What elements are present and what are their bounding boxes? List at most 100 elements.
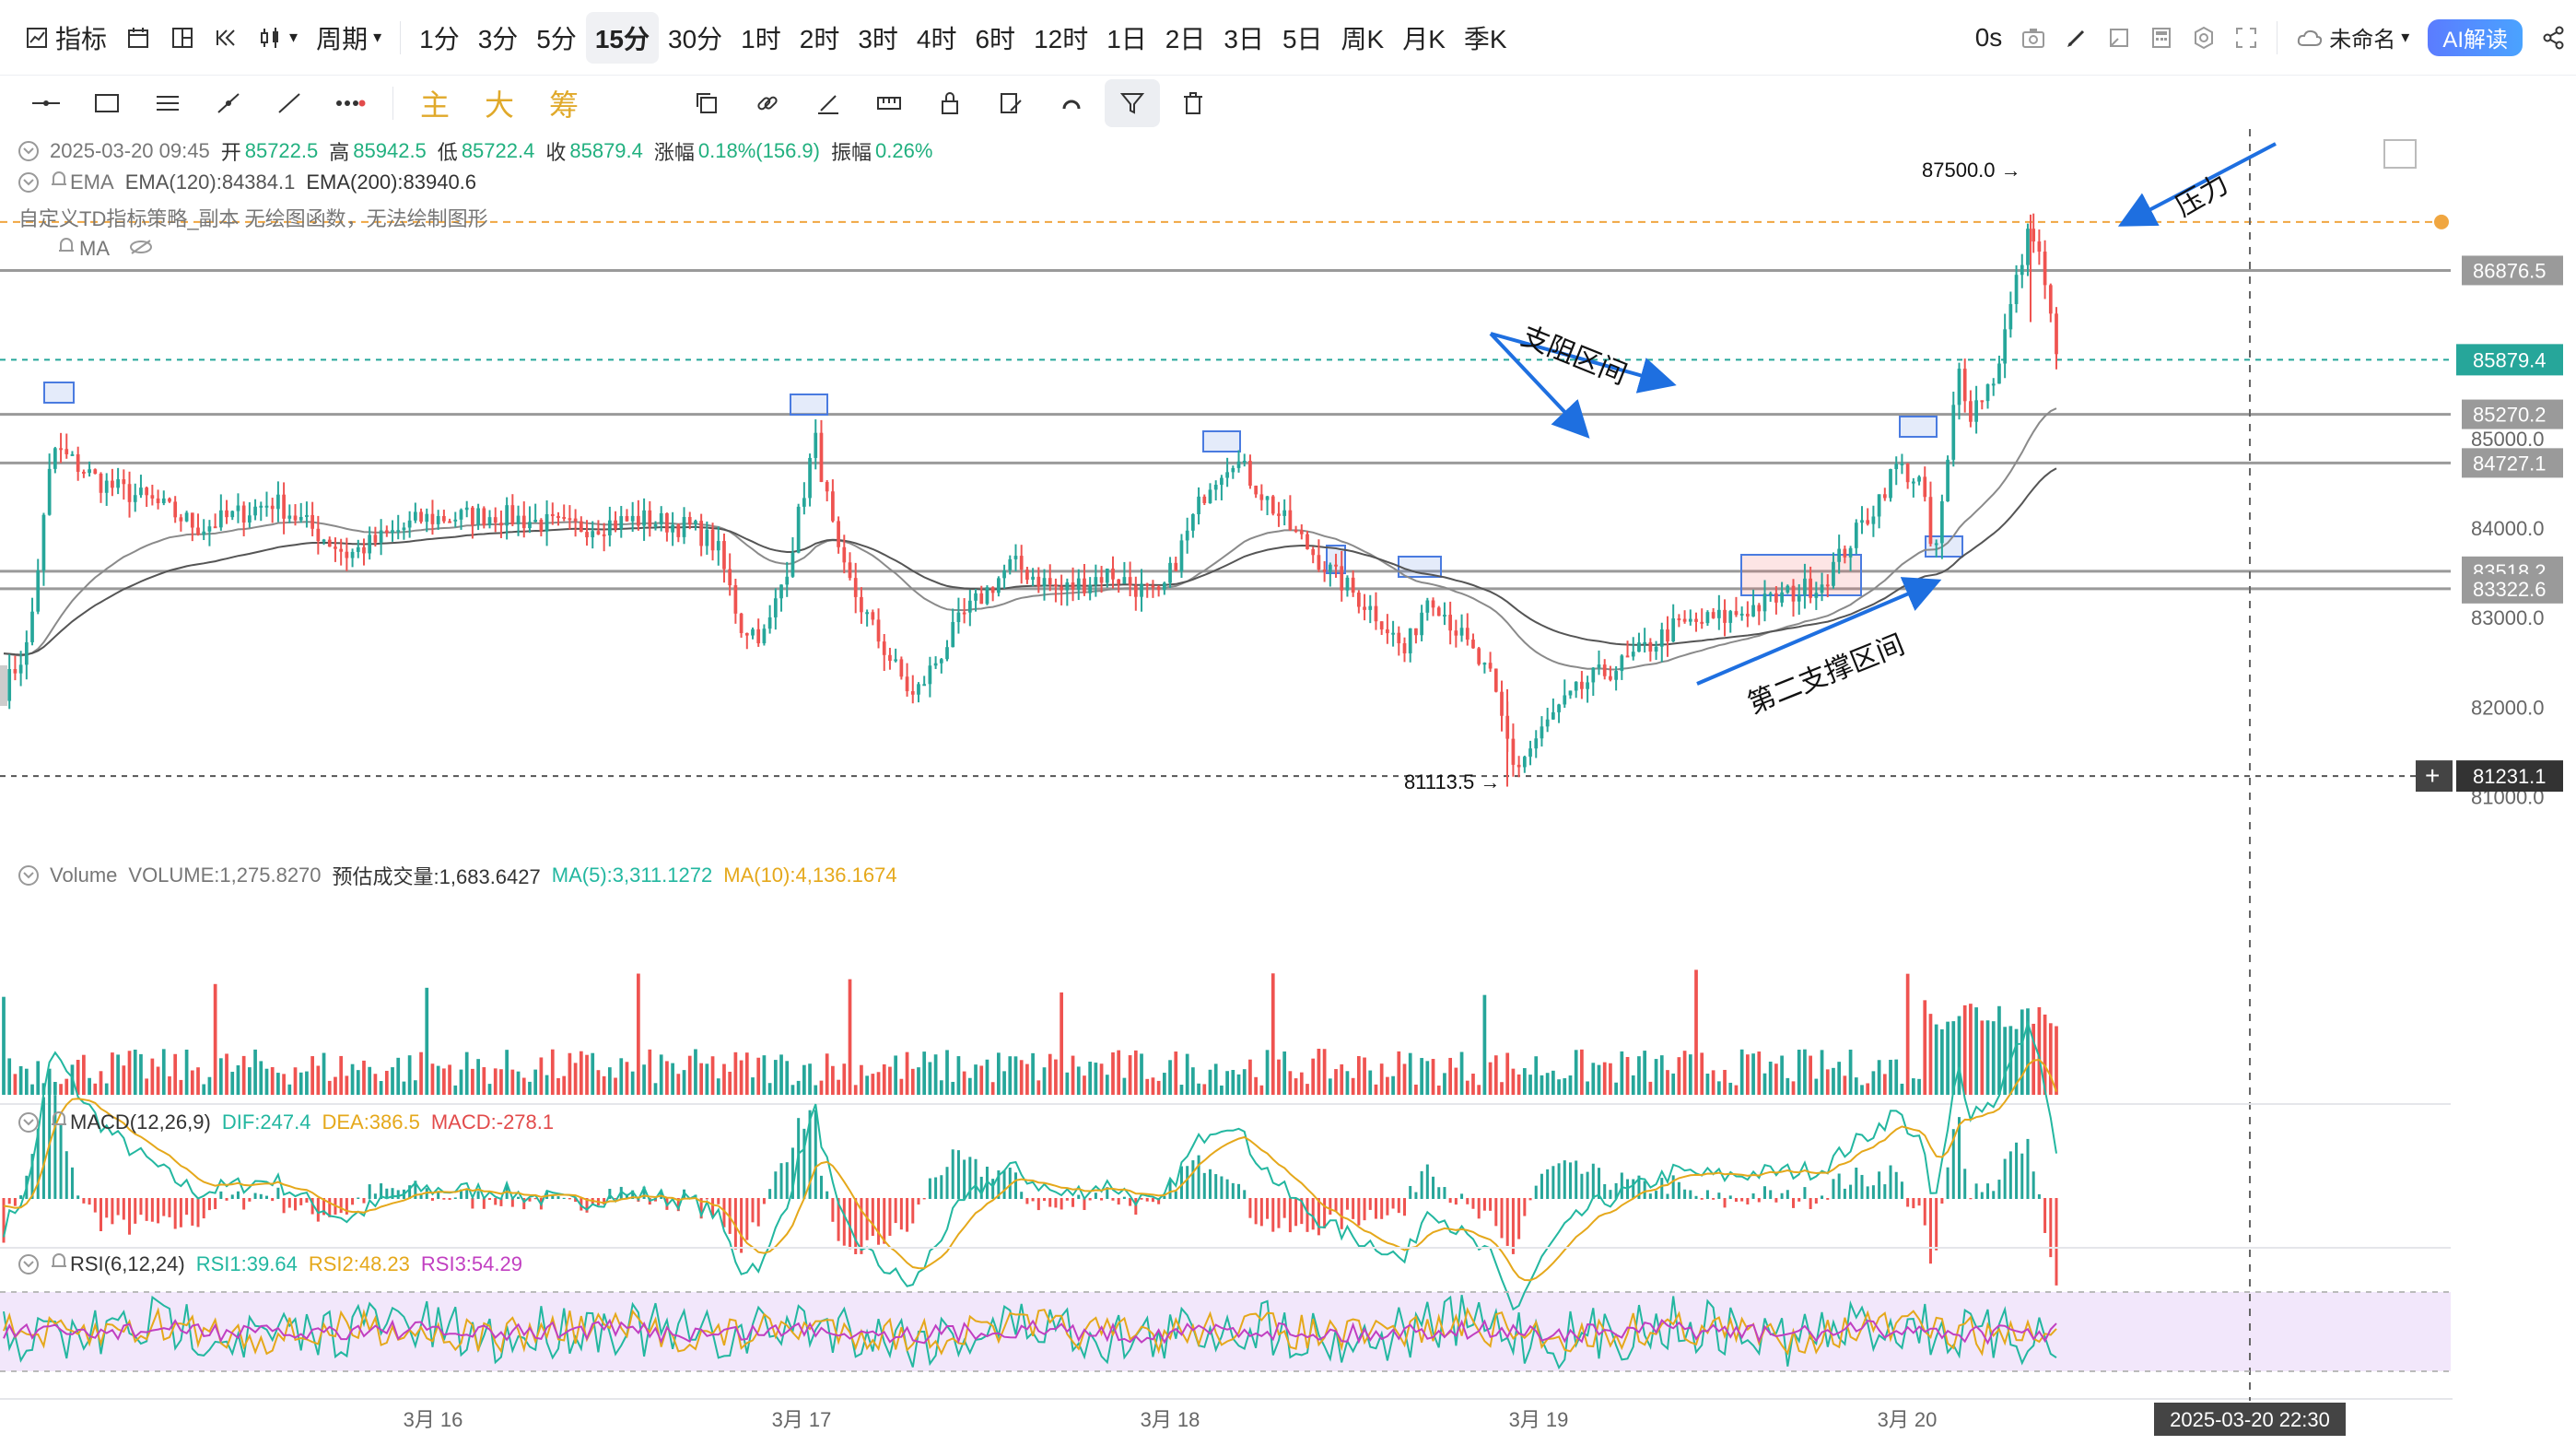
candle-body bbox=[1042, 578, 1047, 587]
interval-3m[interactable]: 3分 bbox=[477, 24, 519, 53]
interval-2d[interactable]: 2日 bbox=[1165, 24, 1206, 53]
interval-month[interactable]: 月K bbox=[1402, 24, 1446, 53]
marker-box-1[interactable] bbox=[790, 394, 828, 416]
support-arrow[interactable] bbox=[1696, 577, 1942, 686]
layout-icon[interactable] bbox=[160, 12, 205, 64]
collapse-icon[interactable] bbox=[18, 865, 39, 886]
alert-dot-icon[interactable] bbox=[2434, 214, 2449, 229]
magnet-icon[interactable] bbox=[1044, 79, 1099, 127]
interval-1m[interactable]: 1分 bbox=[419, 24, 460, 53]
macd-histogram-bar bbox=[1083, 1198, 1086, 1211]
bell-icon[interactable] bbox=[50, 170, 68, 195]
calendar-icon[interactable] bbox=[116, 12, 160, 64]
zone-boxes[interactable] bbox=[43, 382, 1963, 596]
candle-body bbox=[2020, 264, 2024, 276]
frame-icon[interactable] bbox=[2098, 12, 2140, 64]
volume-bar bbox=[1259, 1085, 1264, 1095]
replay-icon[interactable] bbox=[205, 12, 249, 64]
candle-body bbox=[808, 457, 812, 499]
hidden-eye-icon[interactable] bbox=[128, 237, 154, 261]
interval-3d[interactable]: 3日 bbox=[1224, 24, 1264, 53]
candle-body bbox=[47, 468, 52, 515]
parallel-lines-icon[interactable] bbox=[140, 79, 195, 127]
volume-bar bbox=[419, 1051, 423, 1095]
resistance-arrow-down[interactable] bbox=[1489, 332, 1590, 439]
interval-3h[interactable]: 3时 bbox=[858, 24, 898, 53]
horizontal-levels[interactable] bbox=[0, 129, 2451, 1401]
collapse-icon[interactable] bbox=[18, 141, 39, 161]
pressure-arrow[interactable] bbox=[2117, 142, 2277, 227]
volume-bar bbox=[1117, 1050, 1121, 1095]
volume-bar bbox=[241, 1055, 246, 1095]
trend-line-icon[interactable] bbox=[201, 79, 256, 127]
interval-1d[interactable]: 1日 bbox=[1107, 24, 1147, 53]
macd-histogram-bar bbox=[1855, 1168, 1858, 1199]
layout-name-dropdown[interactable]: 未命名 ▾ bbox=[2287, 12, 2418, 64]
interval-12h[interactable]: 12时 bbox=[1034, 24, 1089, 53]
volume-bar bbox=[190, 1070, 194, 1095]
interval-15m[interactable]: 15分 bbox=[585, 11, 660, 64]
candle-body bbox=[1500, 691, 1504, 716]
collapse-icon[interactable] bbox=[18, 172, 39, 193]
bell-icon[interactable] bbox=[50, 1251, 68, 1277]
interval-6h[interactable]: 6时 bbox=[975, 24, 1016, 53]
share-icon[interactable] bbox=[2532, 12, 2576, 64]
settings-icon[interactable] bbox=[2183, 12, 2225, 64]
indicator-button[interactable]: 指标 bbox=[17, 12, 116, 64]
fullscreen-icon[interactable] bbox=[2225, 12, 2267, 64]
edit-note-icon[interactable] bbox=[983, 79, 1038, 127]
volume-bar bbox=[1213, 1063, 1218, 1095]
ai-interpret-button[interactable]: AI解读 bbox=[2418, 12, 2532, 64]
link-icon[interactable] bbox=[740, 79, 795, 127]
camera-icon[interactable] bbox=[2011, 12, 2055, 64]
marker-box-5[interactable] bbox=[1899, 416, 1938, 438]
volume-bar bbox=[2003, 1027, 2008, 1095]
ray-line-icon[interactable] bbox=[262, 79, 317, 127]
period-dropdown[interactable]: 周期 ▾ bbox=[307, 12, 391, 64]
collapse-icon[interactable] bbox=[18, 1254, 39, 1275]
candle-body bbox=[1860, 520, 1864, 523]
macd-histogram-bar bbox=[373, 1193, 377, 1199]
trash-icon[interactable] bbox=[1165, 79, 1221, 127]
interval-30m[interactable]: 30分 bbox=[668, 24, 723, 53]
chart-type-dropdown[interactable]: ▾ bbox=[249, 12, 307, 64]
interval-week[interactable]: 周K bbox=[1341, 24, 1385, 53]
resistance-arrow-right[interactable] bbox=[1490, 332, 1677, 394]
interval-5m[interactable]: 5分 bbox=[536, 24, 577, 53]
volume-bar bbox=[967, 1077, 972, 1095]
volume-bar bbox=[1031, 1052, 1035, 1095]
interval-4h[interactable]: 4时 bbox=[916, 24, 957, 53]
interval-1h[interactable]: 1时 bbox=[741, 24, 781, 53]
candle-body bbox=[436, 516, 440, 524]
expand-pane-icon[interactable] bbox=[2383, 139, 2417, 169]
horizontal-line-icon[interactable] bbox=[18, 79, 74, 127]
rectangle-icon[interactable] bbox=[79, 79, 135, 127]
measure-icon[interactable] bbox=[861, 79, 917, 127]
more-tools-icon[interactable] bbox=[322, 79, 378, 127]
bell-icon[interactable] bbox=[50, 1110, 68, 1135]
copy-icon[interactable] bbox=[679, 79, 734, 127]
bell-icon[interactable] bbox=[57, 236, 76, 262]
lock-icon[interactable] bbox=[922, 79, 978, 127]
calculator-icon[interactable] bbox=[2140, 12, 2183, 64]
pencil-icon[interactable] bbox=[2055, 12, 2098, 64]
interval-quarter[interactable]: 季K bbox=[1463, 24, 1507, 53]
left-scroll-handle[interactable] bbox=[0, 665, 7, 706]
interval-2h[interactable]: 2时 bbox=[799, 24, 840, 53]
marker-box-2[interactable] bbox=[1202, 430, 1241, 452]
volume-bar bbox=[1820, 1050, 1824, 1095]
brush-icon[interactable] bbox=[801, 79, 856, 127]
volume-bar bbox=[505, 1050, 509, 1095]
interval-5d[interactable]: 5日 bbox=[1282, 24, 1323, 53]
chip-tag[interactable]: 筹 bbox=[548, 88, 579, 123]
candle-body bbox=[459, 510, 463, 520]
chart-canvas[interactable]: 3月 16 3月 17 3月 18 3月 19 3月 20 2025-03-20 22:3… bbox=[0, 129, 2576, 1445]
filter-icon[interactable] bbox=[1105, 79, 1160, 127]
support-zone-box[interactable] bbox=[1740, 554, 1862, 596]
marker-box-0[interactable] bbox=[43, 382, 75, 404]
crosshair-plus-button[interactable] bbox=[2416, 760, 2453, 793]
collapse-icon[interactable] bbox=[18, 1112, 39, 1133]
main-force-tag[interactable]: 主 bbox=[419, 88, 450, 123]
big-order-tag[interactable]: 大 bbox=[484, 88, 514, 123]
